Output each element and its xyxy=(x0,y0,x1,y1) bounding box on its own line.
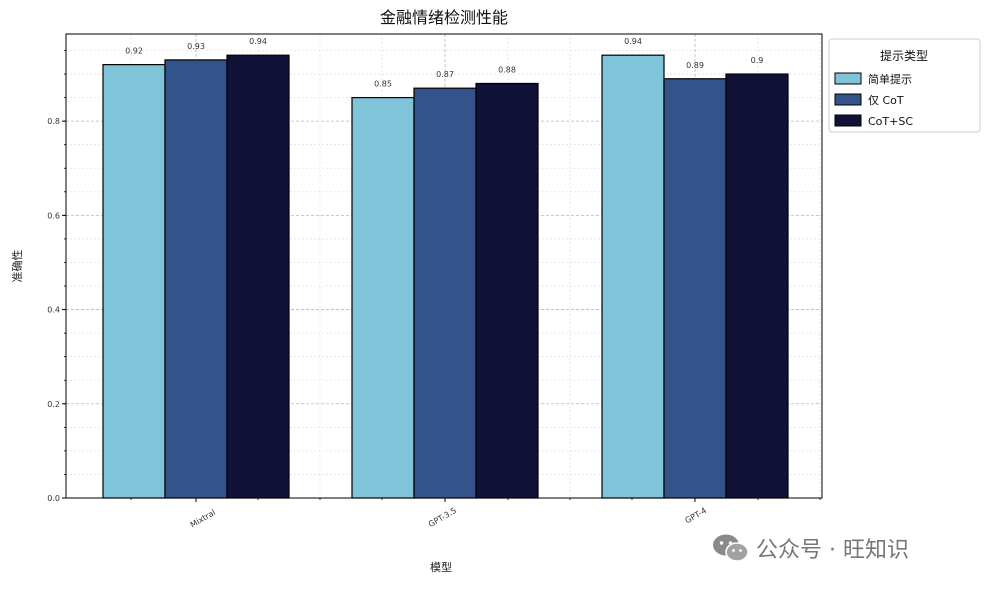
x-tick-label: GPT-3.5 xyxy=(427,506,458,529)
y-tick-label: 0.6 xyxy=(47,211,60,220)
wechat-icon xyxy=(713,534,749,562)
bar-mixtral-s1 xyxy=(164,59,228,499)
legend-label: 仅 CoT xyxy=(868,94,904,107)
legend-label: 简单提示 xyxy=(868,72,912,86)
data-label: 0.88 xyxy=(498,65,516,74)
data-label: 0.92 xyxy=(125,47,143,56)
bar-gpt-4-s2 xyxy=(725,73,789,499)
data-label: 0.9 xyxy=(751,56,764,65)
y-tick-label: 0.0 xyxy=(47,494,60,503)
plot-frame xyxy=(65,33,823,499)
data-label: 0.89 xyxy=(686,61,704,70)
legend-title: 提示类型 xyxy=(880,48,928,63)
data-label: 0.94 xyxy=(624,37,642,46)
bar-gpt-3-5-s2 xyxy=(475,82,539,499)
data-label: 0.94 xyxy=(249,37,267,46)
legend-box xyxy=(828,38,981,133)
legend-swatch xyxy=(834,93,862,106)
bar-gpt-3-5-s0 xyxy=(351,96,415,499)
bars xyxy=(102,54,789,499)
watermark-text: 公众号 · 旺知识 xyxy=(756,538,909,563)
data-labels: 0.92 0.85 0.94 0.93 0.87 0.89 0.94 0.88 0.9 xyxy=(125,37,763,88)
data-label: 0.87 xyxy=(436,70,454,79)
chart-title: 金融情绪检测性能 xyxy=(380,8,508,27)
bar-gpt-3-5-s1 xyxy=(413,87,477,499)
legend-swatch xyxy=(834,72,862,85)
x-tick-label: Mixtral xyxy=(189,508,217,530)
legend-label: CoT+SC xyxy=(868,115,913,128)
bar-mixtral-s2 xyxy=(226,54,290,499)
data-label: 0.85 xyxy=(374,80,392,89)
x-axis-label: 模型 xyxy=(430,560,452,574)
y-axis-label: 准确性 xyxy=(10,250,24,283)
legend-swatch xyxy=(834,114,862,127)
watermark: 公众号 · 旺知识 xyxy=(712,532,909,564)
x-tick-label: GPT-4 xyxy=(683,506,708,525)
y-tick-label: 0.4 xyxy=(47,306,60,315)
bar-mixtral-s0 xyxy=(102,64,166,499)
y-tick-label: 0.2 xyxy=(47,400,60,409)
y-tick-label: 0.8 xyxy=(47,117,60,126)
data-label: 0.93 xyxy=(187,42,205,51)
bar-gpt-4-s0 xyxy=(601,54,665,499)
bar-gpt-4-s1 xyxy=(663,78,727,499)
